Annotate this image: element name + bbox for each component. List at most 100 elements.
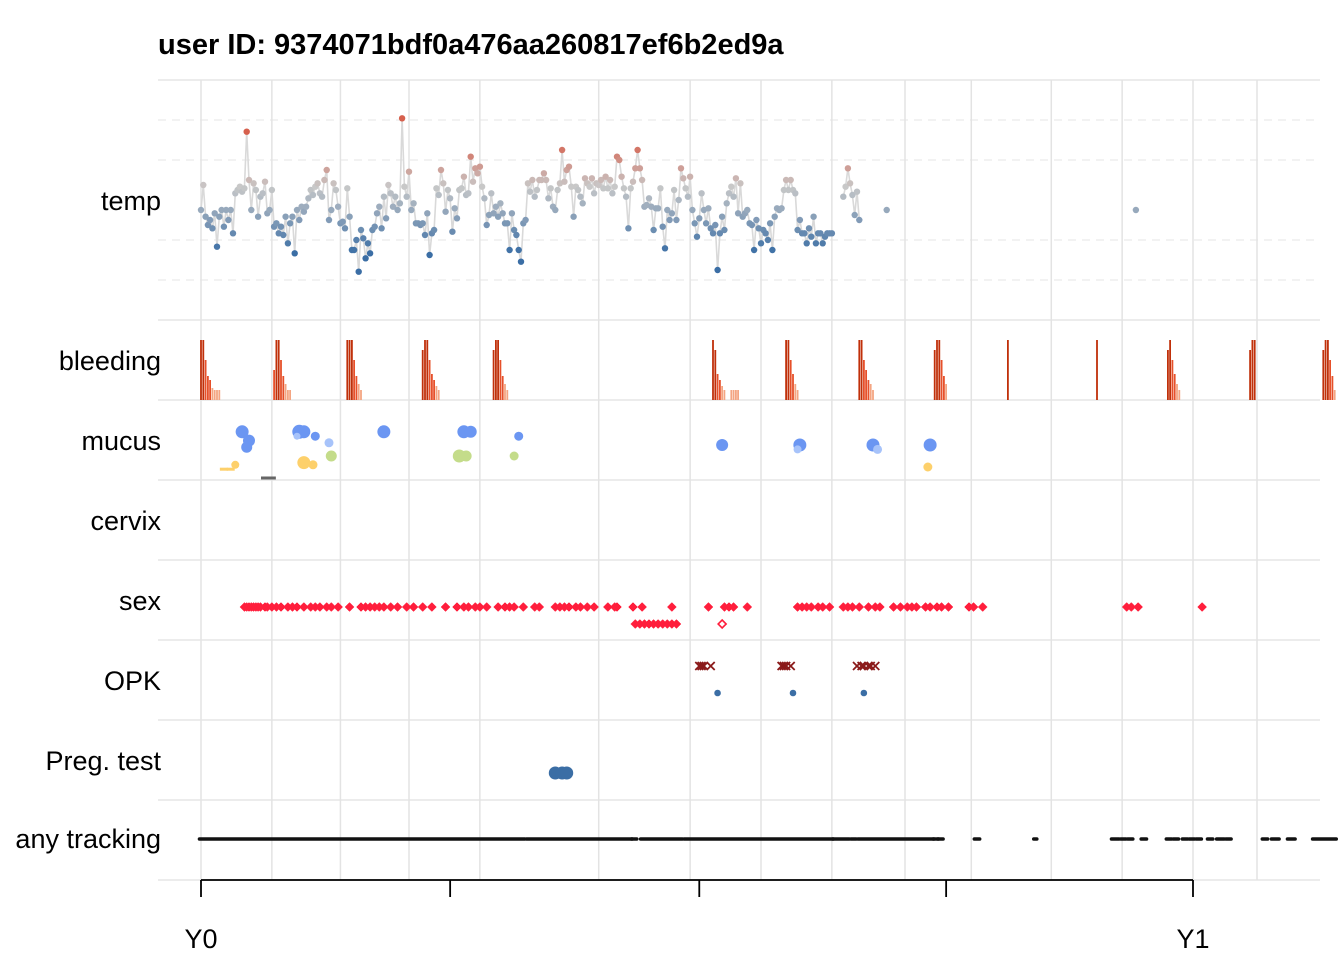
mucus-point xyxy=(873,444,883,454)
temp-point xyxy=(307,186,314,194)
temp-point xyxy=(618,173,625,180)
temp-point xyxy=(769,246,776,254)
bleeding-bar xyxy=(1007,340,1009,400)
row-label-opk: OPK xyxy=(104,666,161,696)
temp-point xyxy=(513,231,520,239)
bleeding-bar xyxy=(424,340,426,400)
temp-point xyxy=(259,190,266,197)
sex-point xyxy=(943,602,954,612)
bleeding-bar xyxy=(218,390,221,400)
mucus-point xyxy=(297,425,311,439)
bleeding-bar xyxy=(933,350,936,400)
temp-point xyxy=(389,203,397,210)
temp-point xyxy=(392,193,399,200)
sex-point xyxy=(299,602,309,612)
temp-point xyxy=(398,115,406,122)
bleeding-bar xyxy=(492,350,495,400)
temp-point xyxy=(341,225,349,232)
temp-point xyxy=(444,186,452,194)
temp-point xyxy=(753,216,760,224)
opk-positive-point xyxy=(714,689,721,697)
temp-point xyxy=(220,223,228,230)
sex-point xyxy=(863,602,874,612)
temp-point xyxy=(419,220,426,227)
temp-point xyxy=(252,186,260,194)
temp-point xyxy=(421,231,429,239)
temp-point xyxy=(680,175,687,182)
temp-point xyxy=(737,180,744,187)
bleeding-bar xyxy=(282,376,285,400)
temp-point xyxy=(225,216,232,224)
bleeding-bar xyxy=(287,390,289,400)
temp-point xyxy=(245,176,253,184)
temp-point xyxy=(229,230,237,237)
sex-point xyxy=(452,602,462,612)
temp-point xyxy=(686,173,694,180)
bleeding-bar xyxy=(940,360,943,400)
temp-point xyxy=(360,235,367,242)
temp-series xyxy=(197,115,1140,275)
bleeding-bar xyxy=(945,384,947,400)
sex-point xyxy=(817,602,828,612)
sex-point xyxy=(847,602,858,612)
temp-point xyxy=(810,213,817,220)
temp-point xyxy=(744,206,751,214)
temp-point xyxy=(403,193,410,200)
temp-point xyxy=(526,188,534,195)
temp-point xyxy=(606,176,614,184)
temp-point xyxy=(453,215,461,222)
temp-point xyxy=(353,236,360,244)
bleeding-bar xyxy=(1324,340,1327,400)
temp-point xyxy=(856,216,863,224)
temp-point xyxy=(291,250,298,257)
temp-point xyxy=(595,181,602,189)
sex-point xyxy=(481,602,492,612)
row-labels: temp bleeding mucus cervix sex OPK Preg. test a… xyxy=(15,186,161,854)
mucus-point xyxy=(464,425,477,438)
temp-point xyxy=(442,208,449,215)
temp-point xyxy=(357,226,365,234)
temp-point xyxy=(268,186,276,194)
temp-point xyxy=(757,240,765,247)
temp-point xyxy=(611,183,618,190)
temp-point xyxy=(364,240,372,247)
temp-point xyxy=(803,240,810,247)
temp-point xyxy=(321,176,328,184)
bleeding-bar xyxy=(499,360,502,400)
temp-point xyxy=(209,225,216,232)
temp-point xyxy=(440,180,447,187)
bleeding-bar xyxy=(1176,384,1178,400)
temp-point xyxy=(883,206,890,214)
opk-negative-point xyxy=(699,661,709,671)
mucus-point xyxy=(325,450,337,462)
temp-point xyxy=(424,210,431,217)
temp-point xyxy=(698,190,705,197)
opk-cross-stroke xyxy=(699,661,709,671)
opk-positive-point xyxy=(789,689,797,697)
opk-cross-stroke xyxy=(786,661,796,671)
temp-point xyxy=(396,200,404,207)
temp-point xyxy=(805,225,813,232)
temp-point xyxy=(554,186,561,194)
bleeding-bar xyxy=(860,340,863,400)
temp-point xyxy=(645,195,653,202)
bleeding-bar xyxy=(1169,340,1171,400)
temp-point xyxy=(483,221,490,229)
temp-point xyxy=(332,186,340,194)
opk-negative-point xyxy=(706,661,716,671)
opk-cross-stroke xyxy=(706,661,716,671)
temp-point xyxy=(622,193,630,200)
bleeding-bar xyxy=(346,340,349,400)
temp-point xyxy=(517,258,525,265)
temp-point xyxy=(570,213,577,220)
bleeding-bar xyxy=(431,374,433,400)
temp-point xyxy=(430,226,438,234)
temp-point xyxy=(677,165,685,172)
bleeding-bar xyxy=(716,374,719,400)
row-label-sex: sex xyxy=(119,586,162,616)
opk-cross-stroke xyxy=(696,661,707,671)
bleeding-bar xyxy=(1331,376,1334,400)
bleeding-bar xyxy=(796,390,799,400)
temp-point xyxy=(577,193,584,200)
temp-point xyxy=(828,230,836,237)
